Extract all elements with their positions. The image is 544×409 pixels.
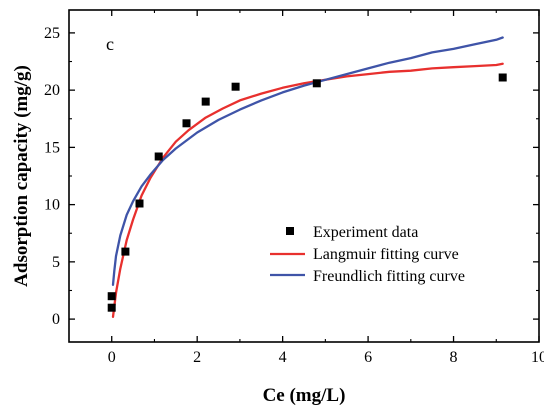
panel-label: c xyxy=(106,34,114,54)
y-tick-label: 0 xyxy=(52,311,60,328)
plot-frame xyxy=(68,9,540,343)
axis-tick-labels: 0 2 4 6 8 10 0 5 10 15 20 25 xyxy=(44,25,544,366)
legend-label-langmuir: Langmuir fitting curve xyxy=(313,246,459,263)
langmuir-curve xyxy=(111,62,504,318)
experiment-data-point xyxy=(107,303,116,312)
y-tick-label: 25 xyxy=(44,25,60,42)
x-tick-label: 0 xyxy=(108,349,116,366)
legend-label-freundlich: Freundlich fitting curve xyxy=(313,268,465,285)
legend-marker-experiment xyxy=(286,227,294,235)
y-tick-label: 5 xyxy=(52,254,60,271)
experiment-data-point xyxy=(231,82,240,91)
y-tick-label: 10 xyxy=(44,197,60,214)
plot-area xyxy=(69,10,539,342)
experiment-data-point xyxy=(201,97,210,106)
x-tick-label: 2 xyxy=(193,349,201,366)
x-tick-label: 8 xyxy=(450,349,458,366)
series-layer xyxy=(107,36,507,318)
legend-label-experiment: Experiment data xyxy=(313,224,418,241)
experiment-data-point xyxy=(312,79,321,88)
experiment-data-point xyxy=(121,247,130,256)
x-tick-label: 10 xyxy=(531,349,544,366)
x-tick-label: 4 xyxy=(279,349,287,366)
y-tick-label: 20 xyxy=(44,82,60,99)
experiment-data-point xyxy=(154,152,163,161)
experiment-data-point xyxy=(182,119,191,128)
y-axis-title: Adsorption capacity (mg/g) xyxy=(11,65,32,287)
x-axis-title: Ce (mg/L) xyxy=(263,385,346,406)
y-tick-label: 15 xyxy=(44,139,60,156)
legend: Experiment data Langmuir fitting curve F… xyxy=(270,224,465,285)
freundlich-curve xyxy=(111,36,504,286)
experiment-data-point xyxy=(107,292,116,301)
experiment-data-point xyxy=(135,199,144,208)
x-tick-label: 6 xyxy=(364,349,372,366)
experiment-data-point xyxy=(498,73,507,82)
